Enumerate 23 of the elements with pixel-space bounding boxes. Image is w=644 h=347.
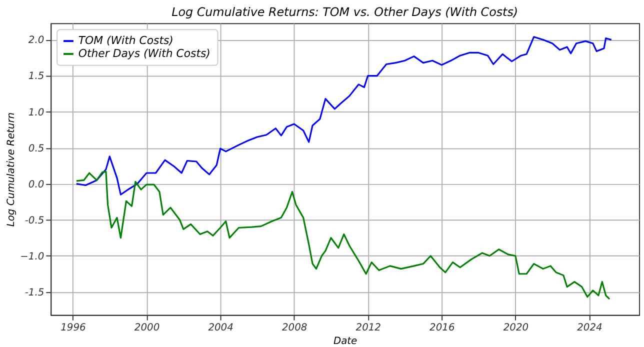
x-tick-label: 2024 — [577, 322, 602, 334]
x-tick-label: 2004 — [208, 322, 234, 334]
x-axis-title: Date — [333, 336, 358, 347]
x-tick-label: 2012 — [356, 322, 381, 334]
y-tick-label: -0.5 — [24, 215, 44, 226]
y-tick-label: 0.0 — [28, 179, 44, 190]
x-tick-label: 1996 — [60, 322, 86, 334]
chart-title: Log Cumulative Returns: TOM vs. Other Days (With Costs) — [172, 5, 518, 20]
x-tick-label: 2020 — [503, 322, 529, 334]
y-tick-label: −1.0 — [20, 251, 44, 262]
legend-label: Other Days (With Costs) — [78, 46, 210, 60]
legend-label: TOM (With Costs) — [78, 34, 174, 48]
y-tick-label: 1.0 — [28, 107, 44, 118]
line-series — [76, 36, 612, 196]
y-tick-label: 1.5 — [28, 71, 44, 82]
y-tick-label: -1.5 — [24, 287, 44, 298]
x-tick-label: 2000 — [134, 322, 160, 334]
y-axis-title: Log Cumulative Return — [6, 112, 18, 227]
y-tick-label: 0.5 — [28, 143, 44, 154]
y-tick-label: 2.0 — [28, 35, 44, 46]
line-series — [76, 170, 610, 300]
x-tick-label: 2016 — [430, 322, 455, 334]
x-tick-label: 2008 — [282, 322, 308, 334]
